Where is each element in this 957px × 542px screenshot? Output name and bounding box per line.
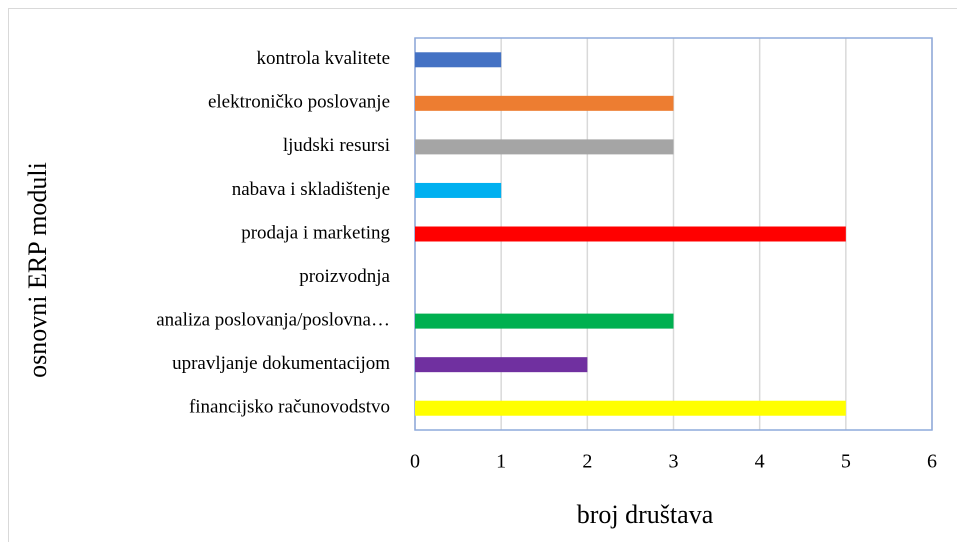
y-tick-label: prodaja i marketing: [241, 222, 390, 243]
bar: [415, 139, 674, 155]
y-tick-label: nabava i skladištenje: [232, 179, 390, 200]
y-tick-label: proizvodnja: [299, 266, 390, 287]
x-tick-label: 2: [582, 451, 592, 473]
x-tick-label: 3: [669, 451, 679, 473]
x-tick-label: 5: [841, 451, 851, 473]
y-tick-label: financijsko računovodstvo: [189, 397, 390, 418]
bar: [415, 357, 588, 373]
y-tick-label: analiza poslovanja/poslovna…: [156, 309, 390, 330]
x-axis-title: broj društava: [577, 500, 714, 529]
x-tick-label: 6: [927, 451, 937, 473]
y-tick-label: kontrola kvalitete: [257, 48, 390, 69]
chart-frame: [8, 8, 957, 542]
y-tick-label: ljudski resursi: [283, 135, 390, 156]
bar: [415, 52, 502, 68]
y-tick-label: upravljanje dokumentacijom: [172, 353, 390, 374]
x-tick-label: 1: [496, 451, 506, 473]
bar: [415, 182, 502, 198]
bar: [415, 95, 674, 111]
x-tick-label: 0: [410, 451, 420, 473]
bar: [415, 313, 674, 329]
y-axis-title: osnovni ERP moduli: [23, 162, 52, 378]
bar: [415, 226, 846, 242]
x-tick-label: 4: [755, 451, 765, 473]
bar: [415, 400, 846, 416]
y-tick-label: elektroničko poslovanje: [208, 92, 390, 113]
